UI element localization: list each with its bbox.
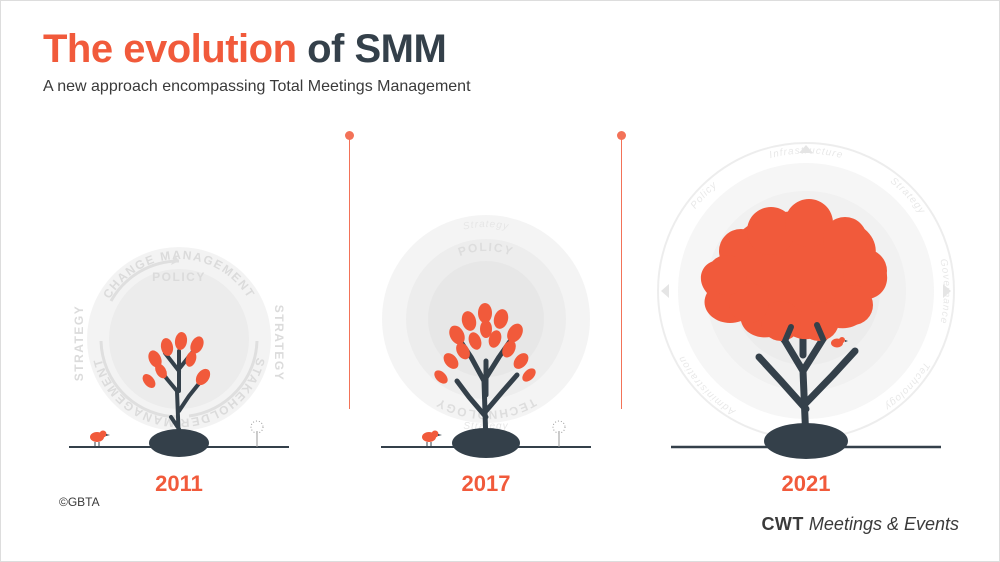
stage-label-2021: 2021 bbox=[641, 471, 971, 497]
divider-1 bbox=[349, 139, 350, 409]
title-dark: of SMM bbox=[297, 27, 447, 71]
page-subtitle: A new approach encompassing Total Meetin… bbox=[43, 78, 471, 96]
svg-text:STRATEGY: STRATEGY bbox=[272, 305, 286, 381]
brand-logo: CWT Meetings & Events bbox=[761, 514, 959, 535]
stage-label-2011: 2011 bbox=[49, 471, 309, 497]
page-title: The evolution of SMM bbox=[43, 27, 471, 72]
brand-light: Meetings & Events bbox=[804, 514, 959, 534]
copyright-text: ©GBTA bbox=[59, 495, 100, 509]
stage-label-2017: 2017 bbox=[371, 471, 601, 497]
stage-2011-svg: CHANGE MANAGEMENT STAKEHOLDER MANAGEMENT… bbox=[49, 181, 309, 461]
stage-2017: Strategy POLICY TECHNOLOGY Strategy bbox=[371, 161, 601, 461]
title-block: The evolution of SMM A new approach enco… bbox=[43, 27, 471, 96]
stage-2011: CHANGE MANAGEMENT STAKEHOLDER MANAGEMENT… bbox=[49, 181, 309, 461]
infographic-slide: The evolution of SMM A new approach enco… bbox=[0, 0, 1000, 562]
svg-text:STRATEGY: STRATEGY bbox=[72, 305, 86, 381]
stage-2021: Policy Infrastructure Strategy Governanc… bbox=[641, 131, 971, 461]
svg-text:POLICY: POLICY bbox=[152, 270, 206, 284]
title-accent: The evolution bbox=[43, 27, 297, 71]
stage-2017-svg: Strategy POLICY TECHNOLOGY Strategy bbox=[371, 161, 601, 461]
stage-2021-svg: Policy Infrastructure Strategy Governanc… bbox=[641, 131, 971, 461]
brand-bold: CWT bbox=[761, 514, 803, 534]
divider-2 bbox=[621, 139, 622, 409]
stages-row: CHANGE MANAGEMENT STAKEHOLDER MANAGEMENT… bbox=[1, 131, 1000, 461]
